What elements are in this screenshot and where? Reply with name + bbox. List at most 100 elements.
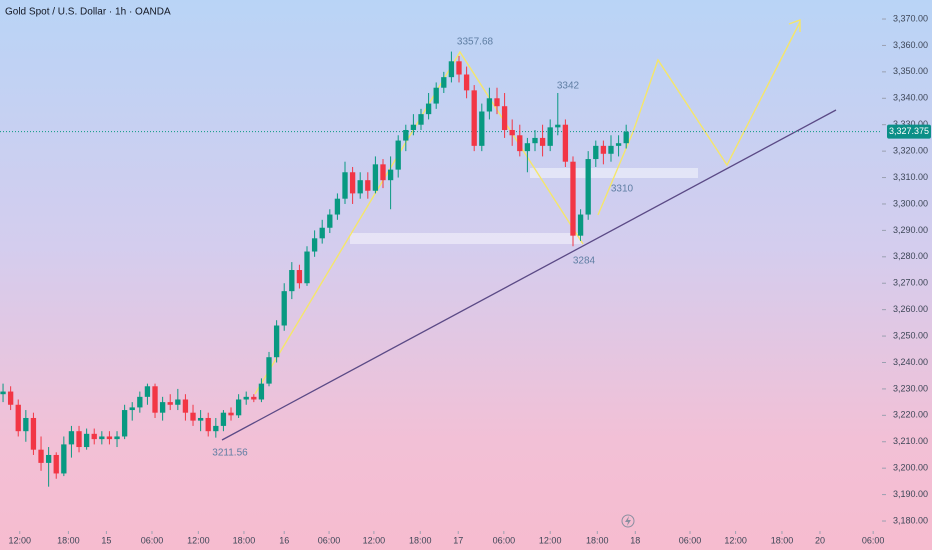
y-tick-label: 3,320.00	[893, 146, 928, 156]
candle-body	[547, 127, 553, 146]
candle-body	[517, 135, 523, 152]
y-tick-label: 3,220.00	[893, 410, 928, 420]
x-tick-label: 18:00	[233, 535, 256, 545]
candle-body	[486, 98, 493, 112]
projection-arrow	[788, 19, 801, 32]
x-tick-label: 18:00	[409, 535, 432, 545]
candle-body	[76, 431, 82, 448]
candle-body	[152, 386, 158, 413]
candle-body	[494, 98, 500, 107]
candle-body	[15, 404, 21, 432]
candle-body	[220, 412, 227, 426]
candle-body	[471, 90, 477, 146]
y-tick-label: 3,250.00	[893, 330, 928, 340]
candle-body	[121, 410, 128, 437]
y-tick-label: 3,360.00	[893, 40, 928, 50]
candle-body	[555, 124, 561, 128]
candle-body	[342, 172, 348, 199]
candle-body	[137, 396, 143, 408]
candle-body	[7, 391, 14, 405]
x-tick-label: 18:00	[771, 535, 794, 545]
y-tick-label: 3,290.00	[893, 225, 928, 235]
candle-body	[251, 396, 257, 400]
candle-body	[357, 180, 363, 194]
candle-body	[395, 140, 401, 170]
candle-body	[167, 402, 173, 405]
trend-line	[221, 109, 837, 441]
candle-body	[205, 417, 211, 432]
candle-body	[175, 399, 181, 405]
y-tick-label: 3,200.00	[893, 463, 928, 473]
candle-body	[608, 145, 614, 154]
candle-body	[258, 383, 265, 400]
x-tick-label: 15	[101, 535, 111, 545]
candle-body	[479, 111, 485, 146]
candle-body	[463, 74, 470, 91]
candle-body	[441, 77, 447, 88]
candle-body	[562, 124, 569, 162]
event-icon[interactable]	[625, 516, 631, 526]
y-tick-label: 3,210.00	[893, 436, 928, 446]
x-tick-label: 16	[279, 535, 289, 545]
candle-body	[23, 417, 29, 432]
candle-body	[501, 106, 508, 130]
x-tick-label: 12:00	[724, 535, 747, 545]
x-tick-label: 12:00	[363, 535, 386, 545]
candle-body	[593, 145, 599, 160]
candle-body	[228, 412, 234, 416]
candle-body	[539, 137, 546, 146]
candle-body	[304, 251, 310, 284]
event-icon[interactable]	[621, 514, 635, 528]
support-zone	[350, 233, 582, 244]
candle-body	[190, 412, 196, 421]
chart-title: Gold Spot / U.S. Dollar · 1h · OANDA	[5, 7, 171, 18]
candle-body	[114, 436, 120, 440]
x-tick-label: 06:00	[679, 535, 702, 545]
y-tick-label: 3,350.00	[893, 66, 928, 76]
projection-path	[597, 21, 801, 216]
candle-body	[577, 214, 584, 236]
candle-body	[311, 238, 318, 252]
candle-body	[213, 425, 219, 432]
candle-body	[418, 114, 424, 125]
x-tick-label: 06:00	[493, 535, 516, 545]
candle-body	[456, 61, 462, 75]
candle-body	[106, 436, 113, 440]
candle-body	[365, 180, 371, 191]
candle-body	[197, 417, 204, 421]
candle-body	[289, 270, 295, 292]
y-tick-label: 3,180.00	[893, 515, 928, 525]
x-tick-label: 06:00	[318, 535, 341, 545]
candle-body	[38, 449, 44, 463]
support-zone	[530, 168, 698, 178]
candle-body	[61, 444, 67, 474]
candle-body	[243, 396, 249, 400]
candle-body	[319, 227, 325, 239]
x-tick-label: 20	[815, 535, 825, 545]
candle-body	[570, 161, 576, 236]
candle-body	[600, 145, 607, 154]
wave-path	[254, 50, 584, 395]
candle-body	[372, 164, 379, 191]
candle-body	[273, 325, 280, 358]
annotation: 3310	[611, 184, 634, 195]
candle-body	[623, 131, 629, 144]
candle-body	[403, 129, 409, 141]
x-tick-label: 18:00	[57, 535, 80, 545]
candle-body	[349, 172, 356, 194]
candle-body	[99, 436, 105, 440]
y-tick-label: 3,230.00	[893, 383, 928, 393]
candle-body	[327, 214, 333, 228]
y-tick-label: 3,370.00	[893, 13, 928, 23]
candle-body	[425, 103, 432, 115]
candle-body	[387, 169, 394, 181]
y-tick-label: 3,270.00	[893, 278, 928, 288]
candle-body	[380, 164, 386, 181]
x-tick-label: 12:00	[187, 535, 210, 545]
candle-body	[235, 399, 242, 416]
candle-body	[509, 129, 515, 136]
x-tick-label: 06:00	[141, 535, 164, 545]
x-tick-label: 18	[630, 535, 640, 545]
y-tick-label: 3,300.00	[893, 198, 928, 208]
